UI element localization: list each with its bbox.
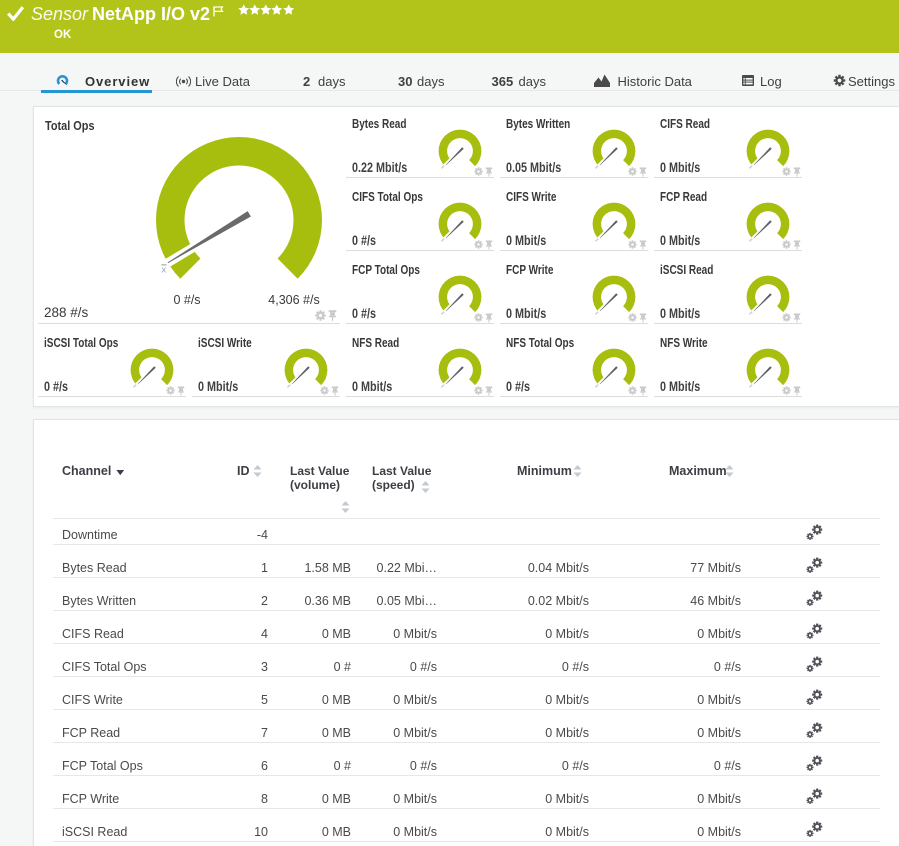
svg-text:x: x	[162, 264, 167, 275]
